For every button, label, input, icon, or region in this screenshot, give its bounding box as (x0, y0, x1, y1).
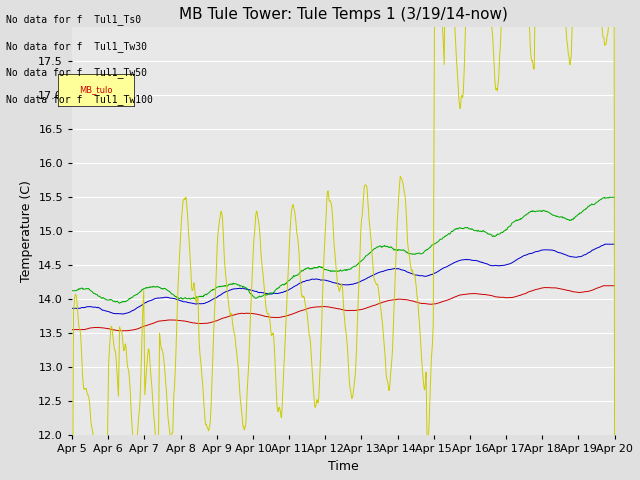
Tul1_Ts-16 (602, 241, 610, 247)
Line: Tul1_Ts-8: Tul1_Ts-8 (72, 197, 614, 303)
Tul1_Ts-16 (68, 305, 76, 311)
Tul1_Ts-32 (611, 283, 618, 288)
Tul1_Ts-8 (499, 230, 506, 236)
Line: Tul1_Ts-16: Tul1_Ts-16 (72, 244, 614, 314)
Line: Tul1_Ts-32: Tul1_Ts-32 (72, 286, 614, 331)
Tul1_Ts-16 (189, 300, 197, 306)
X-axis label: Time: Time (328, 460, 359, 473)
Y-axis label: Temperature (C): Temperature (C) (20, 180, 33, 282)
Tul1_Ts-16 (118, 311, 125, 317)
Title: MB Tule Tower: Tule Temps 1 (3/19/14-now): MB Tule Tower: Tule Temps 1 (3/19/14-now… (179, 7, 508, 22)
Tul1_Ts-32 (68, 327, 76, 333)
Tul1_Ts-16 (547, 247, 554, 253)
Tul1_Ts-32 (499, 294, 506, 300)
Tul1_Ts-16 (250, 288, 258, 294)
Tul1_Ts-16 (428, 272, 436, 277)
Text: No data for f  Tul1_Tw100: No data for f Tul1_Tw100 (6, 94, 153, 105)
Tul1_Tw+10 (250, 245, 257, 251)
Tul1_Ts-8 (428, 242, 436, 248)
Tul1_Ts-8 (176, 296, 184, 301)
Tul1_Tw+10 (189, 287, 196, 293)
Tul1_Ts-16 (499, 263, 506, 268)
Tul1_Tw+10 (176, 252, 184, 257)
Text: MB_tulo: MB_tulo (79, 85, 113, 95)
Tul1_Ts-32 (122, 328, 130, 334)
Tul1_Ts-32 (547, 285, 554, 290)
Tul1_Ts-16 (176, 298, 184, 303)
Text: No data for f  Tul1_Tw50: No data for f Tul1_Tw50 (6, 67, 147, 78)
Tul1_Ts-8 (606, 194, 614, 200)
Text: No data for f  Tul1_Ts0: No data for f Tul1_Ts0 (6, 14, 141, 25)
Tul1_Ts-8 (115, 300, 123, 306)
Tul1_Ts-16 (611, 241, 618, 247)
Tul1_Ts-32 (189, 320, 197, 326)
Tul1_Ts-32 (250, 311, 258, 317)
Tul1_Ts-32 (176, 318, 184, 324)
Text: No data for f  Tul1_Tw30: No data for f Tul1_Tw30 (6, 41, 147, 52)
Tul1_Ts-8 (68, 288, 76, 294)
Tul1_Ts-8 (547, 210, 554, 216)
Line: Tul1_Tw+10: Tul1_Tw+10 (72, 0, 614, 480)
Tul1_Ts-8 (611, 194, 618, 200)
Tul1_Tw+10 (428, 356, 435, 361)
Tul1_Ts-8 (250, 294, 258, 300)
Tul1_Ts-32 (600, 283, 607, 288)
Tul1_Ts-32 (428, 301, 436, 307)
Tul1_Ts-8 (189, 295, 197, 301)
